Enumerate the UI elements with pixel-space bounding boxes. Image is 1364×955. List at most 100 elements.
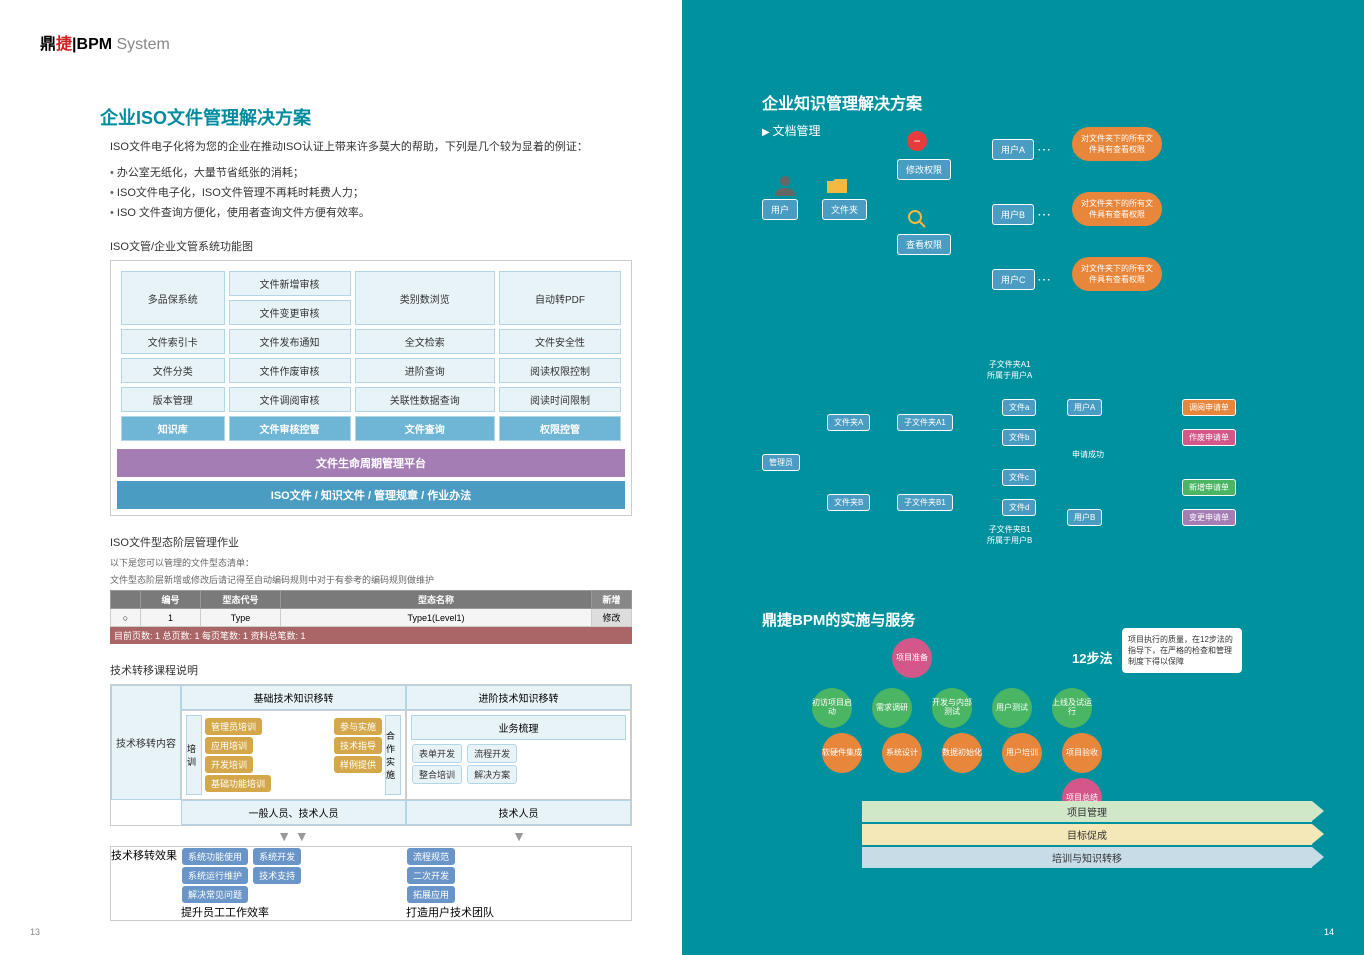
function-grid: 多品保系统 文件新增审核 类别数浏览 自动转PDF 文件变更审核 文件索引卡 文… (110, 260, 632, 516)
node-file: 文件d (1002, 499, 1036, 516)
section3-title: 鼎捷BPM的实施与服务 (762, 609, 1324, 630)
bar-label: 培训与知识转移 (862, 847, 1312, 868)
grid-cell: 全文检索 (355, 329, 495, 354)
grid-cell: 进阶查询 (355, 358, 495, 383)
vert-label: 合作实施 (385, 715, 401, 795)
grid-cell: 多品保系统 (121, 271, 225, 325)
page-title: 企业ISO文件管理解决方案 (100, 104, 642, 130)
logo-suffix: System (112, 36, 170, 53)
chip: 参与实施 (334, 718, 382, 735)
td: 1 (141, 609, 201, 627)
chip: 解决常见问题 (182, 886, 248, 903)
bar-3: 培训与知识转移 (862, 847, 1324, 867)
step: 项目验收 (1062, 733, 1102, 773)
grid-cell: 文件新增审核 (229, 271, 351, 296)
th: 编号 (141, 591, 201, 609)
magnify-icon (907, 209, 927, 229)
steps-label: 12步法 (1072, 648, 1112, 667)
node-request: 变更申请单 (1182, 509, 1236, 526)
result-grid: 技术移转效果 系统功能使用 系统开发 系统运行维护 技术支持 解决常见问题 流程… (110, 846, 632, 921)
node-user: 用户 (762, 199, 798, 220)
step-prepare: 项目准备 (892, 638, 932, 678)
grid-cell: 文件索引卡 (121, 329, 225, 354)
step: 系统设计 (882, 733, 922, 773)
grid-cell: 文件调阅审核 (229, 387, 351, 412)
arrow-icon: ▼ (406, 826, 632, 846)
ellipsis-icon: ⋯ (1037, 271, 1051, 288)
folder-icon (827, 179, 847, 195)
page-number: 14 (1324, 927, 1334, 937)
transfer-grid: 技术移转内容 基础技术知识移转 进阶技术知识移转 培训 管理员培训 应用培训 开… (110, 684, 632, 826)
chip: 管理员培训 (205, 718, 262, 735)
th: 型态名称 (281, 591, 592, 609)
td: ○ (111, 609, 141, 627)
col-header: 进阶技术知识移转 (406, 685, 631, 710)
chip: 解决方案 (467, 765, 517, 784)
chip: 拓展应用 (407, 886, 455, 903)
permission-diagram: 用户 文件夹 修改权限 查看权限 − 用户A 用户B 用户C ⋯ ⋯ ⋯ 对文件… (762, 149, 1324, 349)
chip: 样例提供 (334, 756, 382, 773)
th: 型态代号 (201, 591, 281, 609)
chip: 整合培训 (412, 765, 462, 784)
logo-char2: 捷 (56, 36, 72, 53)
node-perm-view: 查看权限 (897, 234, 951, 255)
page-number: 13 (30, 927, 40, 937)
grid-cell: 文件分类 (121, 358, 225, 383)
chip: 应用培训 (205, 737, 253, 754)
grid-header: 权限控管 (499, 416, 621, 441)
ellipsis-icon: ⋯ (1037, 141, 1051, 158)
chip: 系统开发 (253, 848, 301, 865)
folder-diagram: 管理员 文件夹A 文件夹B 子文件夹A1 子文件夹B1 子文件夹A1 所属于用户… (762, 359, 1324, 589)
node-folder-b: 文件夹B (827, 494, 870, 511)
td-action[interactable]: 修改 (592, 609, 632, 627)
node-user-c: 用户C (992, 269, 1035, 290)
steps-diagram: 项目准备 12步法 项目执行的质量，在12步法的指导下，在严格的检查和管理制度下… (762, 638, 1324, 808)
sub-b-label: 子文件夹B1 所属于用户B (987, 524, 1032, 546)
sub-a-label: 子文件夹A1 所属于用户A (987, 359, 1032, 381)
node-request: 新增申请单 (1182, 479, 1236, 496)
grid-cell: 文件安全性 (499, 329, 621, 354)
bar-2: 目标促成 (862, 824, 1324, 844)
speech-bubble: 项目执行的质量，在12步法的指导下，在严格的检查和管理制度下得以保障 (1122, 628, 1242, 673)
grid-cell: 自动转PDF (499, 271, 621, 325)
th (111, 591, 141, 609)
chip: 开发培训 (205, 756, 253, 773)
chip: 基础功能培训 (205, 775, 271, 792)
chip: 技术支持 (253, 867, 301, 884)
intro-text: ISO文件电子化将为您的企业在推动ISO认证上带来许多莫大的帮助，下列是几个较为… (100, 138, 642, 154)
iso-bar: ISO文件 / 知识文件 / 管理规章 / 作业办法 (117, 481, 625, 509)
bullet-2: ISO文件电子化，ISO文件管理不再耗时耗费人力； (100, 184, 642, 200)
node-user-a: 用户A (992, 139, 1034, 160)
step: 开发与内部测试 (932, 688, 972, 728)
grid-cell: 阅读权限控制 (499, 358, 621, 383)
chip: 系统运行维护 (182, 867, 248, 884)
step: 软硬件集成 (822, 733, 862, 773)
bullet-3: ISO 文件查询方便化，使用者查询文件方便有效率。 (100, 204, 642, 220)
grid-cell: 关联性数据查询 (355, 387, 495, 412)
node-request: 作废申请单 (1182, 429, 1236, 446)
grid-cell: 文件变更审核 (229, 300, 351, 325)
transfer-title: 技术转移课程说明 (110, 662, 642, 678)
td: Type1(Level1) (281, 609, 592, 627)
apply-label: 申请成功 (1072, 449, 1104, 460)
grid-cell: 文件作废审核 (229, 358, 351, 383)
node-file: 文件c (1002, 469, 1036, 486)
logo-char1: 鼎 (40, 36, 56, 53)
sub-header: 业务梳理 (411, 715, 626, 740)
chip: 流程开发 (467, 744, 517, 763)
arrow-icon: ▼ ▼ (180, 826, 406, 846)
grid-header: 文件查询 (355, 416, 495, 441)
th-action[interactable]: 新增 (592, 591, 632, 609)
step: 需求调研 (872, 688, 912, 728)
node-folder-a: 文件夹A (827, 414, 870, 431)
node-file: 文件b (1002, 429, 1036, 446)
row-label: 技术移转内容 (111, 685, 181, 800)
table2-foot: 目前页数: 1 总页数: 1 每页笔数: 1 资料总笔数: 1 (110, 627, 632, 644)
node-user-a2: 用户A (1067, 399, 1102, 416)
bottom-label: 提升员工工作效率 (181, 904, 406, 920)
ellipsis-icon: ⋯ (1037, 206, 1051, 223)
step: 初访项目启动 (812, 688, 852, 728)
chip: 二次开发 (407, 867, 455, 884)
logo-sep: |BPM (72, 36, 112, 53)
td: Type (201, 609, 281, 627)
